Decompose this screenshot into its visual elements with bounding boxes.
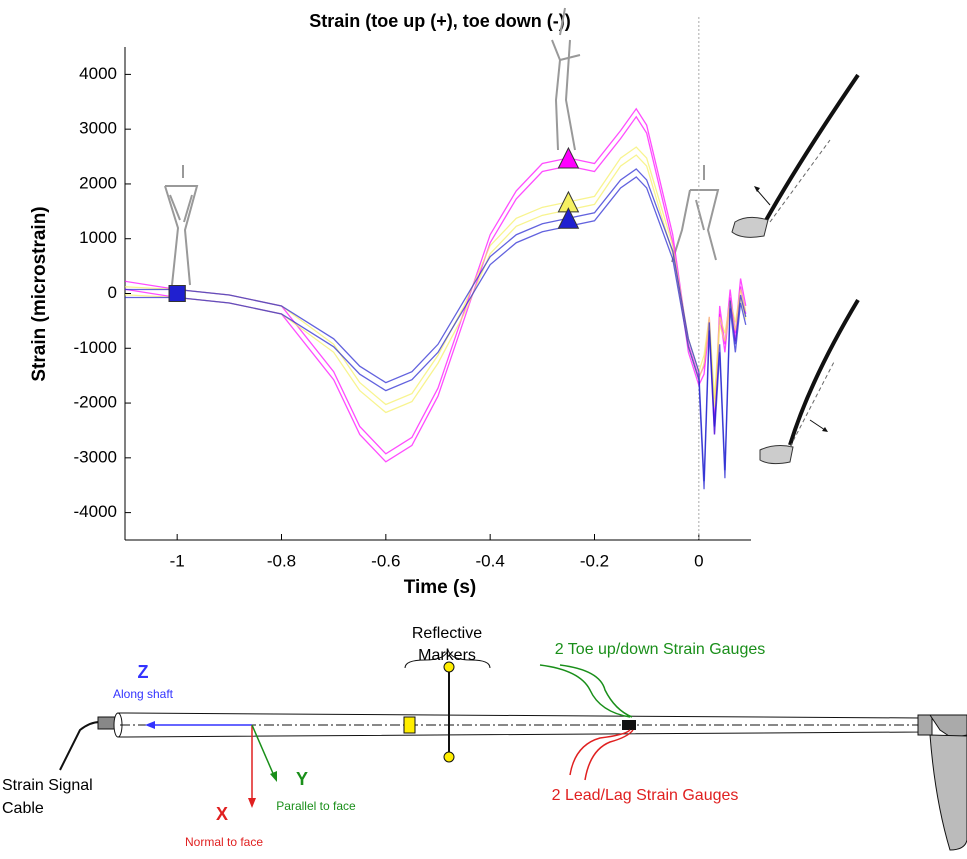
series-line: [124, 154, 747, 414]
x-axis-label: Time (s): [404, 577, 477, 598]
x-tick-label: -0.4: [476, 551, 505, 570]
axis-desc: Parallel to face: [276, 799, 356, 813]
chart-title: Strain (toe up (+), toe down (-)): [309, 11, 570, 31]
diagram-label: Markers: [418, 647, 476, 664]
diagram-label: Cable: [2, 800, 44, 817]
series-line: [124, 107, 747, 455]
y-axis-label: Strain (microstrain): [29, 206, 50, 381]
event-marker: [557, 207, 580, 229]
club-icons: [731, 73, 860, 465]
axis-name: Z: [138, 662, 149, 682]
series-line: [124, 115, 747, 463]
series-line: [125, 168, 747, 482]
y-tick-label: 2000: [79, 173, 117, 192]
event-marker: [168, 285, 186, 302]
y-tick-label: -3000: [74, 447, 117, 466]
x-tick-label: -0.6: [371, 551, 400, 570]
series-line: [125, 176, 747, 490]
diagram-label: Strain Signal: [2, 777, 93, 794]
y-tick-label: 0: [108, 283, 117, 302]
axis-name: X: [216, 804, 228, 824]
diagram-label: 2 Lead/Lag Strain Gauges: [552, 787, 739, 804]
x-tick-label: -0.2: [580, 551, 609, 570]
series-line: [124, 146, 747, 406]
y-tick-label: -1000: [74, 338, 117, 357]
shaft-diagram: [59, 648, 967, 851]
axis-desc: Normal to face: [185, 835, 263, 849]
y-tick-label: -4000: [74, 502, 117, 521]
x-tick-label: -0.8: [267, 551, 296, 570]
y-tick-label: -2000: [74, 393, 117, 412]
event-marker: [557, 146, 580, 169]
y-tick-label: 3000: [79, 119, 117, 138]
diagram-label: 2 Toe up/down Strain Gauges: [555, 641, 766, 658]
diagram-label: Reflective: [412, 625, 482, 642]
y-tick-label: 1000: [79, 228, 117, 247]
x-tick-label: 0: [694, 551, 703, 570]
y-tick-label: 4000: [79, 64, 117, 83]
x-tick-label: -1: [170, 551, 185, 570]
axis-desc: Along shaft: [113, 687, 174, 701]
axis-name: Y: [296, 769, 308, 789]
stick-figures: [164, 7, 720, 286]
